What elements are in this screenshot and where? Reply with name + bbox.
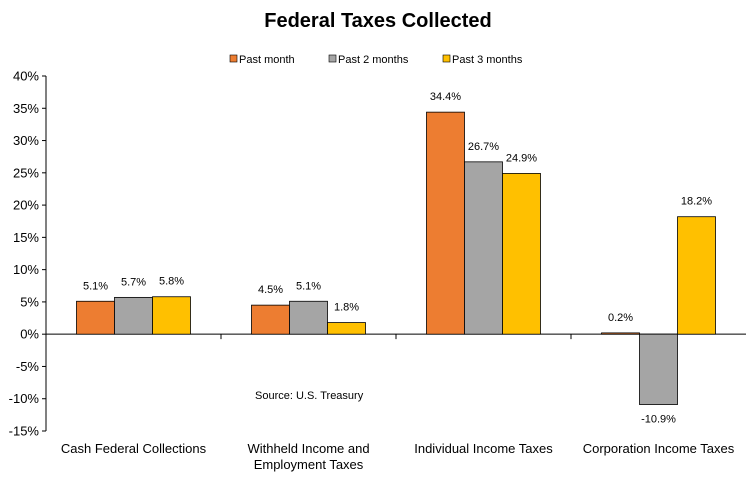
data-label: 24.9% [506, 152, 537, 164]
bar [464, 161, 503, 335]
data-label: 34.4% [430, 91, 461, 103]
y-tick-label: 0% [20, 327, 39, 342]
legend-label: Past 3 months [452, 54, 523, 66]
data-label: 18.2% [681, 196, 712, 208]
y-tick-label: -10% [9, 391, 40, 406]
bar [152, 296, 191, 335]
bar [677, 216, 716, 335]
data-labels: 5.1% 5.7% 5.8% 4.5% 5.1% 1.8% 34.4% 26.7% 24.9% 0… [83, 91, 712, 425]
y-tick-label: 20% [13, 198, 39, 213]
bar [639, 333, 678, 405]
category-label: Employment Taxes [254, 457, 364, 472]
data-label: 5.1% [296, 280, 321, 292]
category-label: Cash Federal Collections [61, 441, 207, 456]
y-tick-label: 15% [13, 230, 39, 245]
bar [114, 296, 153, 335]
y-tick-label: 10% [13, 262, 39, 277]
y-tick-label: 30% [13, 133, 39, 148]
legend-swatch [229, 54, 238, 63]
category-labels: Cash Federal Collections Withheld Income … [61, 441, 735, 472]
data-label: 26.7% [468, 141, 499, 153]
chart-title: Federal Taxes Collected [264, 10, 492, 32]
y-tick-label: 5% [20, 294, 39, 309]
data-label: 5.8% [159, 276, 184, 288]
data-label: -10.9% [641, 414, 676, 426]
y-axis: 40% 35% 30% 25% 20% 15% 10% 5% 0% -5% -10% -15% [9, 69, 746, 439]
y-tick-label: 35% [13, 101, 39, 116]
data-label: 4.5% [258, 284, 283, 296]
bar [76, 300, 115, 335]
bar [289, 300, 328, 335]
legend-swatch [328, 54, 337, 63]
category-label: Individual Income Taxes [414, 441, 553, 456]
bar [327, 322, 366, 335]
y-tick-label: 40% [13, 69, 39, 84]
bar [426, 111, 465, 335]
category-label: Corporation Income Taxes [583, 441, 735, 456]
bar [601, 332, 640, 335]
bar [502, 173, 541, 335]
legend-swatch [442, 54, 451, 63]
legend: Past month Past 2 months Past 3 months [229, 54, 523, 66]
legend-label: Past 2 months [338, 54, 409, 66]
bar [251, 304, 290, 335]
source-annotation: Source: U.S. Treasury [255, 390, 364, 402]
legend-label: Past month [239, 54, 295, 66]
data-label: 0.2% [608, 312, 633, 324]
data-label: 1.8% [334, 302, 359, 314]
bars [76, 111, 716, 405]
y-tick-label: -15% [9, 424, 40, 439]
y-tick-label: 25% [13, 165, 39, 180]
category-label: Withheld Income and [247, 441, 369, 456]
data-label: 5.1% [83, 280, 108, 292]
y-tick-label: -5% [16, 359, 40, 374]
data-label: 5.7% [121, 276, 146, 288]
